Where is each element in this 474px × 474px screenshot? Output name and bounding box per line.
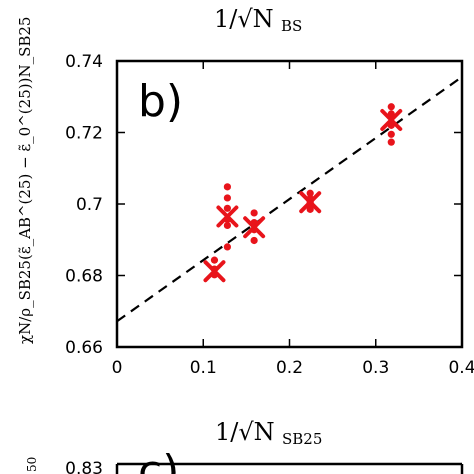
data-point-dot	[387, 130, 395, 138]
data-point-dot	[223, 204, 231, 212]
data-point-dot	[223, 183, 231, 191]
data-point-dot	[223, 221, 231, 230]
x-tick-label: 0.3	[362, 358, 389, 378]
data-point-dot	[306, 189, 314, 197]
y-tick-label: 0.68	[65, 267, 103, 287]
y-tick-label: 0.66	[65, 338, 103, 358]
data-point-dot	[387, 103, 395, 111]
x-tick-label: 0.4	[448, 358, 474, 378]
fit-line	[116, 75, 463, 323]
data-point-dot	[223, 194, 231, 202]
y-tick-label: 0.72	[65, 124, 103, 144]
data-point-dot	[210, 256, 219, 264]
top-axis-label: 1/√N BS	[214, 5, 302, 35]
x-axis-ticks: 0 0.1 0.2 0.3 0.4	[112, 61, 474, 378]
x-tick-label: 0.2	[276, 358, 303, 378]
panel-label-c: c)	[138, 446, 179, 474]
data-point-dot	[223, 243, 231, 251]
data-points	[203, 103, 403, 283]
top-axis-label-main: 1/√N	[214, 5, 274, 33]
data-point-mean-x	[299, 191, 322, 214]
top-axis-label-sub: BS	[281, 17, 302, 35]
data-point-dot	[306, 205, 314, 213]
data-point-dot	[250, 236, 258, 245]
y-tick-label-c: 0.83	[65, 459, 103, 474]
y-axis-ticks: 0.66 0.68 0.7 0.72 0.74	[65, 52, 462, 358]
y-tick-label: 0.74	[65, 52, 103, 72]
data-point-mean-x	[380, 108, 403, 131]
y-axis-label-fragment-c: 50	[25, 457, 39, 472]
y-axis-label: χN/ρ_SB25(ε̃_AB^(25) − ε̃_0^(25))N_SB25	[16, 17, 34, 344]
x-axis-label-sub: SB25	[282, 430, 322, 448]
panel-label-b: b)	[138, 76, 183, 127]
x-axis-label-main: 1/√N	[215, 418, 275, 446]
x-axis-label: 1/√N SB25	[215, 418, 322, 448]
data-point-mean-x	[203, 260, 226, 283]
data-point-mean-x	[216, 205, 239, 228]
x-tick-label: 0.1	[190, 358, 217, 378]
x-tick-label: 0	[112, 358, 123, 378]
data-point-dot	[387, 138, 395, 146]
data-point-dot	[250, 209, 258, 217]
data-point-mean-x	[243, 216, 266, 239]
y-tick-label: 0.7	[76, 195, 103, 215]
